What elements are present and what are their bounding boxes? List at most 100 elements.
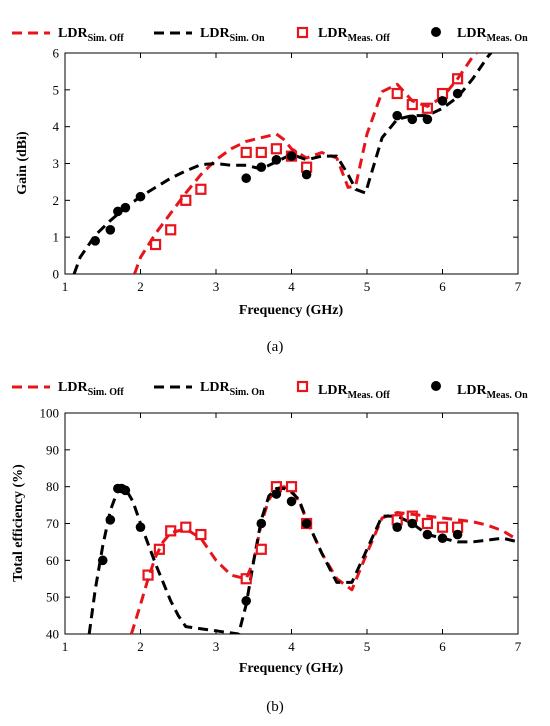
data-point-square <box>195 183 207 195</box>
data-point-square <box>421 517 433 530</box>
series-a-3 <box>90 88 463 246</box>
data-point-circle <box>113 206 123 217</box>
data-point-circle <box>452 88 463 99</box>
data-point-circle <box>392 110 403 121</box>
legend-a-sim-off-label: LDRSim. Off <box>58 26 124 44</box>
data-point-circle <box>437 96 448 106</box>
y-tick-label: 6 <box>53 46 60 61</box>
x-tick-label: 5 <box>364 279 371 294</box>
x-tick-label: 3 <box>213 639 220 654</box>
data-point-square <box>255 146 267 159</box>
data-point-square <box>142 569 154 581</box>
y-tick-label: 2 <box>53 193 60 208</box>
y-tick-label: 5 <box>53 82 60 97</box>
data-point-circle <box>256 162 267 172</box>
x-tick-label: 5 <box>364 639 371 654</box>
legend-b-sim-on-label: LDRSim. On <box>200 380 265 398</box>
y-tick-label: 90 <box>46 442 59 457</box>
legend-b-sim-on: LDRSim. On <box>154 380 265 398</box>
y-tick-label: 1 <box>53 230 60 245</box>
x-axis-label-b: Frequency (GHz) <box>239 661 344 676</box>
series-b-3 <box>97 483 463 606</box>
data-point-square <box>255 543 267 555</box>
data-point-circle <box>90 236 100 246</box>
data-point-square <box>240 573 252 585</box>
plot-area-b: 1 2 3 4 5 6 7 40 50 60 70 80 90 100 <box>40 406 522 655</box>
data-point-circle <box>286 151 297 161</box>
data-point-circle <box>392 522 403 532</box>
data-point-square <box>285 481 298 493</box>
data-point-square <box>421 102 433 114</box>
y-tick-label: 70 <box>46 516 59 531</box>
legend-a-meas-on: LDRMeas. On <box>431 26 528 44</box>
x-tick-label: 2 <box>137 279 144 294</box>
legend-b-meas-on: LDRMeas. On <box>431 381 528 401</box>
data-point-circle <box>271 155 282 165</box>
legend-a: LDRSim. Off LDRSim. On LDRMeas. Off LDRM… <box>12 26 528 44</box>
data-point-square <box>180 194 192 206</box>
efficiency-chart: LDRSim. Off LDRSim. On LDRMeas. Off LDRM… <box>11 380 528 715</box>
data-point-circle <box>256 518 267 529</box>
data-point-square <box>436 521 449 533</box>
legend-b-meas-off-label: LDRMeas. Off <box>318 383 390 401</box>
data-point-square <box>452 73 464 85</box>
data-point-circle <box>105 515 116 525</box>
series-line <box>133 53 479 274</box>
data-point-circle <box>120 202 131 213</box>
series-b-0 <box>129 485 518 634</box>
caption-b: (b) <box>266 699 284 715</box>
legend-b-meas-on-label: LDRMeas. On <box>457 383 528 401</box>
plot-frame-b <box>64 412 519 635</box>
data-point-circle <box>241 596 251 606</box>
data-point-square <box>180 521 192 533</box>
gain-chart: LDRSim. Off LDRSim. On LDRMeas. Off LDRM… <box>12 26 528 355</box>
series-a-1 <box>72 53 493 274</box>
x-tick-label: 6 <box>439 639 446 654</box>
series-line <box>72 53 493 274</box>
data-point-circle <box>437 533 448 544</box>
legend-a-sim-on: LDRSim. On <box>154 26 265 44</box>
legend-b-meas-off: LDRMeas. Off <box>296 380 390 401</box>
data-point-circle <box>97 555 108 566</box>
x-tick-label: 7 <box>515 279 522 294</box>
y-tick-label: 40 <box>46 627 59 642</box>
y-tick-label: 100 <box>40 406 60 421</box>
x-axis-label-a: Frequency (GHz) <box>239 303 344 318</box>
x-tick-label: 4 <box>288 279 295 294</box>
y-tick-label: 60 <box>46 553 59 568</box>
y-axis-label-a: Gain (dBi) <box>15 131 30 195</box>
y-tick-label: 50 <box>46 590 59 605</box>
x-tick-label: 4 <box>288 639 295 654</box>
x-tick-label: 3 <box>213 279 220 294</box>
data-point-circle <box>105 225 116 235</box>
caption-a: (a) <box>267 339 284 355</box>
data-point-circle <box>271 489 282 499</box>
series-line <box>129 485 518 634</box>
series-a-0 <box>133 53 479 274</box>
x-tick-label: 6 <box>439 279 446 294</box>
series-b-2 <box>142 481 464 585</box>
legend-a-sim-off: LDRSim. Off <box>12 26 124 44</box>
data-point-square <box>270 143 282 155</box>
legend-a-meas-on-label: LDRMeas. On <box>457 26 528 44</box>
data-point-circle <box>422 529 433 540</box>
data-point-circle <box>407 518 418 529</box>
data-point-square <box>240 146 252 159</box>
legend-a-meas-off: LDRMeas. Off <box>296 26 390 44</box>
data-point-square <box>406 98 418 111</box>
data-point-circle <box>241 173 251 184</box>
data-point-square <box>165 224 177 236</box>
legend-b: LDRSim. Off LDRSim. On LDRMeas. Off LDRM… <box>12 380 528 401</box>
data-point-square <box>153 543 165 555</box>
data-point-circle <box>135 191 146 202</box>
data-point-circle <box>301 518 312 529</box>
data-point-circle <box>407 114 418 125</box>
x-tick-label: 7 <box>515 639 522 654</box>
series-b-1 <box>87 485 518 634</box>
data-point-circle <box>301 169 312 180</box>
y-tick-label: 3 <box>53 156 60 171</box>
x-tick-label: 1 <box>62 639 69 654</box>
data-point-circle <box>120 485 131 496</box>
